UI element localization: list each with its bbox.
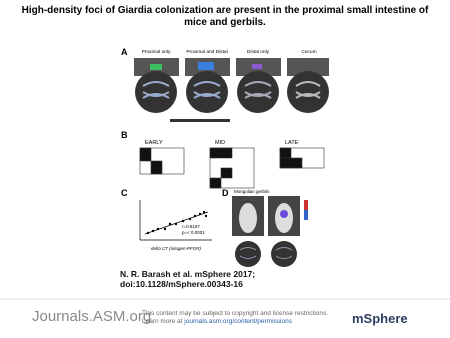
figure: A Proximal only Proximal and Distal Distal…: [0, 47, 450, 300]
panel-label: C: [121, 188, 128, 198]
panel-label: B: [121, 130, 128, 140]
panel-a-images: [134, 56, 329, 122]
stat: r=0.8157: [182, 224, 200, 229]
slide-title: High-density foci of Giardia colonizatio…: [21, 5, 429, 28]
stat: p=< 0.0001: [182, 230, 205, 235]
notice-prefix: Learn more at: [142, 318, 183, 325]
citation-line: doi:10.1128/mSphere.00343-16: [120, 279, 243, 289]
panel-d-images: [232, 196, 308, 268]
permissions-link[interactable]: journals.asm.org/content/permissions: [184, 318, 292, 325]
column-label: Proximal and Distal: [186, 49, 227, 55]
journal-logo: mSphere: [352, 311, 408, 326]
column-label: Distal only: [247, 49, 270, 55]
notice: This content may be subject to copyright…: [142, 310, 328, 326]
brand: Journals.ASM.org: [32, 308, 152, 325]
group-label: EARLY: [145, 140, 163, 146]
panel-label: A: [121, 47, 128, 57]
group-label: LATE: [285, 140, 299, 146]
column-label: Proximal only: [142, 49, 171, 55]
column-label: Cecum: [301, 49, 316, 55]
panel-label: D: [222, 188, 229, 198]
notice-line: Learn more at journals.asm.org/content/p…: [142, 318, 328, 326]
x-axis-label: delta CT (nitogen-PFOR): [151, 246, 202, 251]
citation: N. R. Barash et al. mSphere 2017; doi:10…: [120, 269, 255, 289]
panel-c-plot: [139, 200, 212, 241]
panel-b-grids: [139, 147, 325, 189]
caption: Mongolian gerbils: [234, 189, 270, 194]
citation-line: N. R. Barash et al. mSphere 2017;: [120, 269, 256, 279]
notice-text: This content may be subject to copyright…: [142, 310, 329, 317]
group-label: MID: [215, 140, 225, 146]
